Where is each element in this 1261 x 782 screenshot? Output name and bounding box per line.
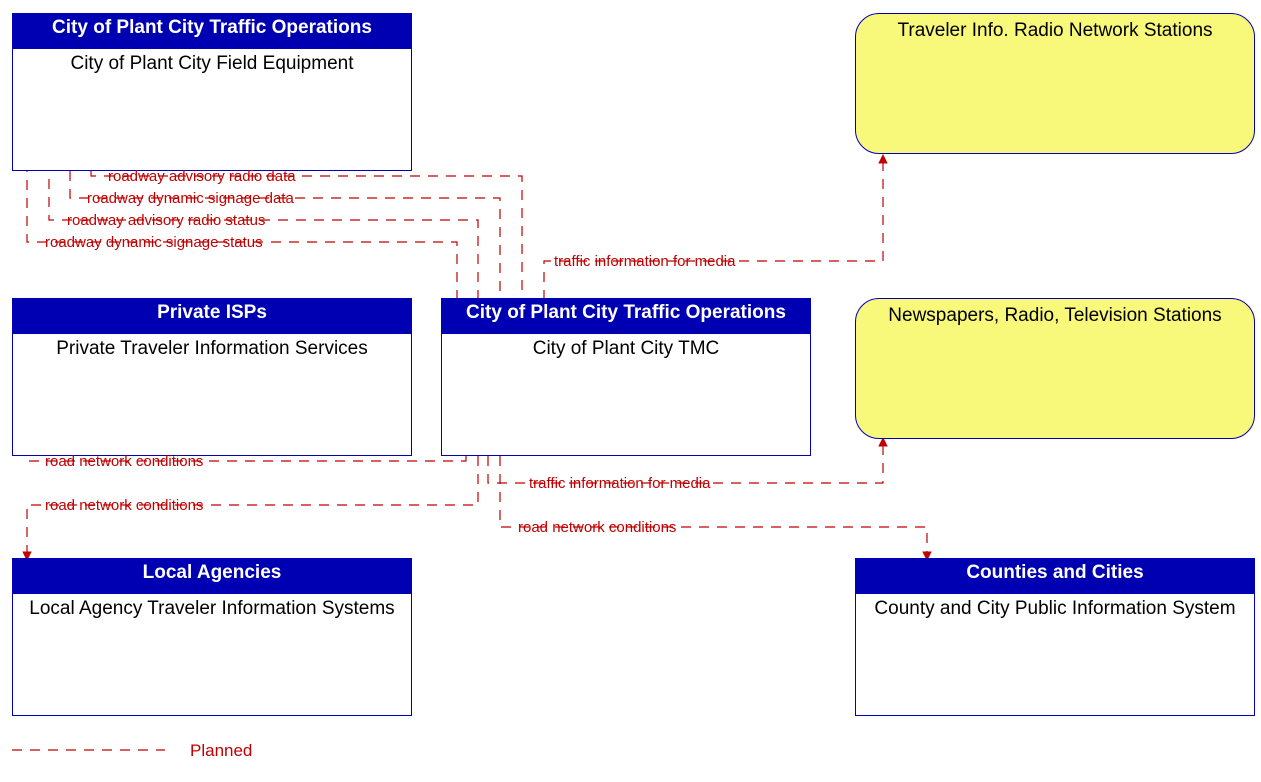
node-city-tmc: City of Plant City Traffic Operations Ci… bbox=[441, 298, 811, 456]
node-body: Private Traveler Information Services bbox=[12, 334, 412, 456]
node-newspapers-radio-tv: Newspapers, Radio, Television Stations bbox=[855, 298, 1255, 439]
edge-label: traffic information for media bbox=[554, 253, 735, 270]
edge-label: road network conditions bbox=[45, 453, 203, 470]
node-header: Counties and Cities bbox=[855, 558, 1255, 594]
node-field-equipment: City of Plant City Traffic Operations Ci… bbox=[12, 13, 412, 171]
edge-label: road network conditions bbox=[45, 497, 203, 514]
edge-label: traffic information for media bbox=[529, 475, 710, 492]
legend-label: Planned bbox=[190, 741, 252, 761]
node-local-agency: Local Agencies Local Agency Traveler Inf… bbox=[12, 558, 412, 716]
edge-label: roadway advisory radio status bbox=[67, 212, 265, 229]
node-body: City of Plant City Field Equipment bbox=[12, 49, 412, 171]
node-header: City of Plant City Traffic Operations bbox=[441, 298, 811, 334]
node-header: Local Agencies bbox=[12, 558, 412, 594]
edge-label: road network conditions bbox=[518, 519, 676, 536]
edge-label: roadway advisory radio data bbox=[108, 168, 296, 185]
node-body: City of Plant City TMC bbox=[441, 334, 811, 456]
node-header: City of Plant City Traffic Operations bbox=[12, 13, 412, 49]
node-body: Local Agency Traveler Information System… bbox=[12, 594, 412, 716]
node-body: County and City Public Information Syste… bbox=[855, 594, 1255, 716]
edge-label: roadway dynamic signage data bbox=[87, 190, 294, 207]
node-county-city-info: Counties and Cities County and City Publ… bbox=[855, 558, 1255, 716]
node-private-traveler-info: Private ISPs Private Traveler Informatio… bbox=[12, 298, 412, 456]
node-header: Private ISPs bbox=[12, 298, 412, 334]
node-radio-network-stations: Traveler Info. Radio Network Stations bbox=[855, 13, 1255, 154]
edge-label: roadway dynamic signage status bbox=[45, 234, 263, 251]
